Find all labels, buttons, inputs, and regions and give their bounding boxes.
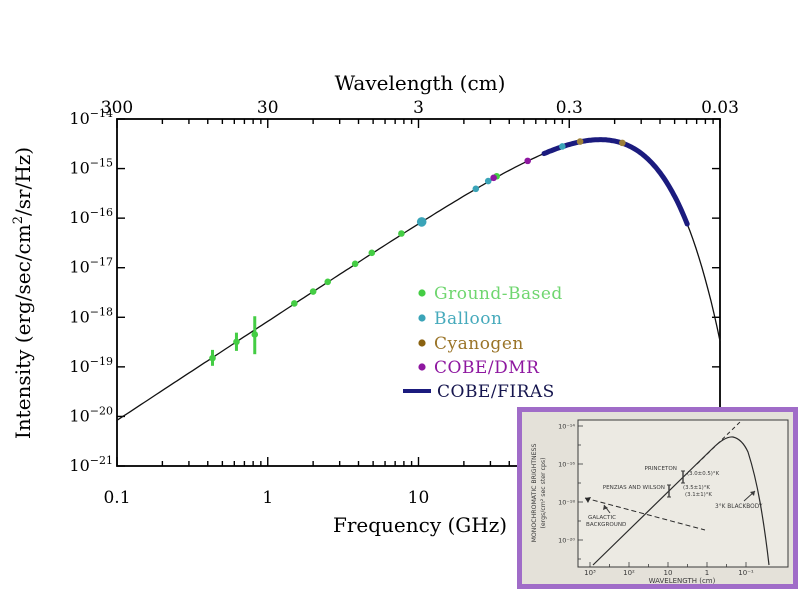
inset-rayleigh-jeans-dashed bbox=[696, 421, 741, 465]
inset-ticks bbox=[578, 425, 747, 567]
y-tick-label: 10−15 bbox=[69, 157, 113, 178]
inset-blackbody-arrowhead bbox=[750, 491, 755, 496]
data-point bbox=[368, 249, 376, 257]
data-point bbox=[416, 217, 427, 227]
y-tick-label: 10−14 bbox=[69, 107, 113, 128]
series-cobe-dmr bbox=[490, 157, 531, 182]
legend: Ground-Based Balloon Cyanogen COBE/DMR COBE/… bbox=[403, 284, 563, 402]
y-tick-label: 10−21 bbox=[69, 454, 113, 475]
wavelength-tick-label: 0.3 bbox=[556, 98, 583, 118]
legend-marker-dot bbox=[418, 289, 426, 297]
inset-penzias-label: PENZIAS AND WILSON bbox=[603, 485, 665, 491]
legend-marker-dot bbox=[418, 314, 426, 322]
inset-princeton-value: (3.0±0.5)°K bbox=[687, 471, 720, 477]
inset-galactic-line bbox=[584, 497, 706, 531]
inset-x-axis-title: WAVELENGTH (cm) bbox=[649, 577, 716, 584]
data-point bbox=[576, 138, 584, 145]
legend-label: Ground-Based bbox=[434, 284, 563, 304]
legend-label: Balloon bbox=[434, 309, 502, 329]
inset-penzias-value2: (3.1±1)°K bbox=[685, 492, 712, 498]
inset-x-tick-label: 10² bbox=[623, 569, 635, 577]
legend-label: COBE/FIRAS bbox=[437, 382, 555, 402]
series-ground-based bbox=[209, 172, 500, 366]
series-cyanogen bbox=[576, 138, 626, 147]
wavelength-tick-label: 0.03 bbox=[701, 98, 739, 118]
x-tick-label: 10 bbox=[408, 488, 430, 508]
data-point bbox=[490, 174, 497, 182]
y-tick-label: 10−16 bbox=[69, 206, 113, 227]
legend-label: Cyanogen bbox=[434, 334, 524, 354]
y-tick-label: 10−17 bbox=[69, 256, 113, 277]
inset-y-tick-label: 10⁻¹⁴ bbox=[558, 423, 575, 431]
x-axis-title: Frequency (GHz) bbox=[333, 513, 507, 537]
x-tick-label: 0.1 bbox=[103, 488, 130, 508]
inset-x-tick-label: 10³ bbox=[584, 569, 596, 577]
data-point bbox=[351, 260, 359, 268]
penzias-wilson-inset-chart: 10³ 10² 10 1 10⁻¹ 10⁻¹⁴ 10⁻¹⁶ 10⁻¹⁸ 10⁻²⁰ WAVELEN… bbox=[522, 412, 793, 584]
y-tick-label: 10−18 bbox=[69, 305, 113, 326]
data-point bbox=[309, 288, 317, 295]
legend-marker-dot bbox=[418, 363, 426, 371]
inset-y-tick-label: 10⁻²⁰ bbox=[558, 537, 575, 545]
inset-y-tick-label: 10⁻¹⁶ bbox=[558, 461, 575, 469]
data-point bbox=[233, 338, 240, 346]
data-point bbox=[209, 354, 216, 362]
inset-x-tick-label: 10⁻¹ bbox=[738, 569, 754, 577]
legend-marker-dot bbox=[418, 339, 426, 347]
inset-y-axis-title-units: (ergs/cm² sec ster cps) bbox=[540, 457, 547, 528]
inset-galactic-label2: BACKGROUND bbox=[586, 522, 626, 528]
inset-frame bbox=[577, 419, 789, 568]
inset-princeton-label: PRINCETON bbox=[644, 466, 677, 472]
inset-x-tick-label: 1 bbox=[705, 569, 709, 577]
data-point bbox=[398, 230, 405, 237]
legend-label: COBE/DMR bbox=[434, 358, 540, 378]
inset-y-axis-title: MONOCHROMATIC BRIGHTNESS bbox=[531, 444, 538, 543]
inset-y-tick-label: 10⁻¹⁸ bbox=[558, 499, 575, 507]
data-point bbox=[472, 185, 480, 193]
inset-galactic-label-arrowhead bbox=[603, 505, 608, 510]
inset-x-tick-label: 10 bbox=[664, 569, 673, 577]
data-point bbox=[324, 278, 332, 286]
blackbody-curve bbox=[116, 138, 721, 421]
wavelength-tick-label: 300 bbox=[101, 98, 133, 118]
wavelength-tick-label: 3 bbox=[413, 98, 424, 118]
cobe-firas-curve bbox=[541, 137, 690, 227]
inset-galactic-label1: GALACTIC bbox=[588, 515, 616, 521]
inset-galactic-arrowhead bbox=[585, 497, 591, 503]
series-balloon bbox=[416, 143, 566, 227]
y-tick-label: 10−20 bbox=[69, 404, 113, 425]
top-axis-title: Wavelength (cm) bbox=[335, 71, 506, 95]
inset-penzias-value1: (3.5±1)°K bbox=[683, 485, 710, 491]
data-point bbox=[524, 157, 531, 165]
inset-blackbody-label: 3°K BLACKBODY bbox=[715, 504, 763, 510]
data-point bbox=[484, 177, 492, 185]
historical-inset-figure: 10³ 10² 10 1 10⁻¹ 10⁻¹⁴ 10⁻¹⁶ 10⁻¹⁸ 10⁻²⁰ WAVELEN… bbox=[517, 407, 798, 589]
y-tick-label: 10−19 bbox=[69, 355, 113, 376]
x-tick-label: 1 bbox=[262, 488, 273, 508]
data-point bbox=[559, 143, 566, 150]
wavelength-tick-label: 30 bbox=[257, 98, 279, 118]
y-axis-title: Intensity (erg/sec/cm2/sr/Hz) bbox=[11, 147, 35, 439]
data-point bbox=[251, 331, 259, 338]
inset-blackbody-curve bbox=[592, 436, 770, 566]
data-point bbox=[619, 139, 626, 147]
data-point bbox=[290, 300, 298, 307]
